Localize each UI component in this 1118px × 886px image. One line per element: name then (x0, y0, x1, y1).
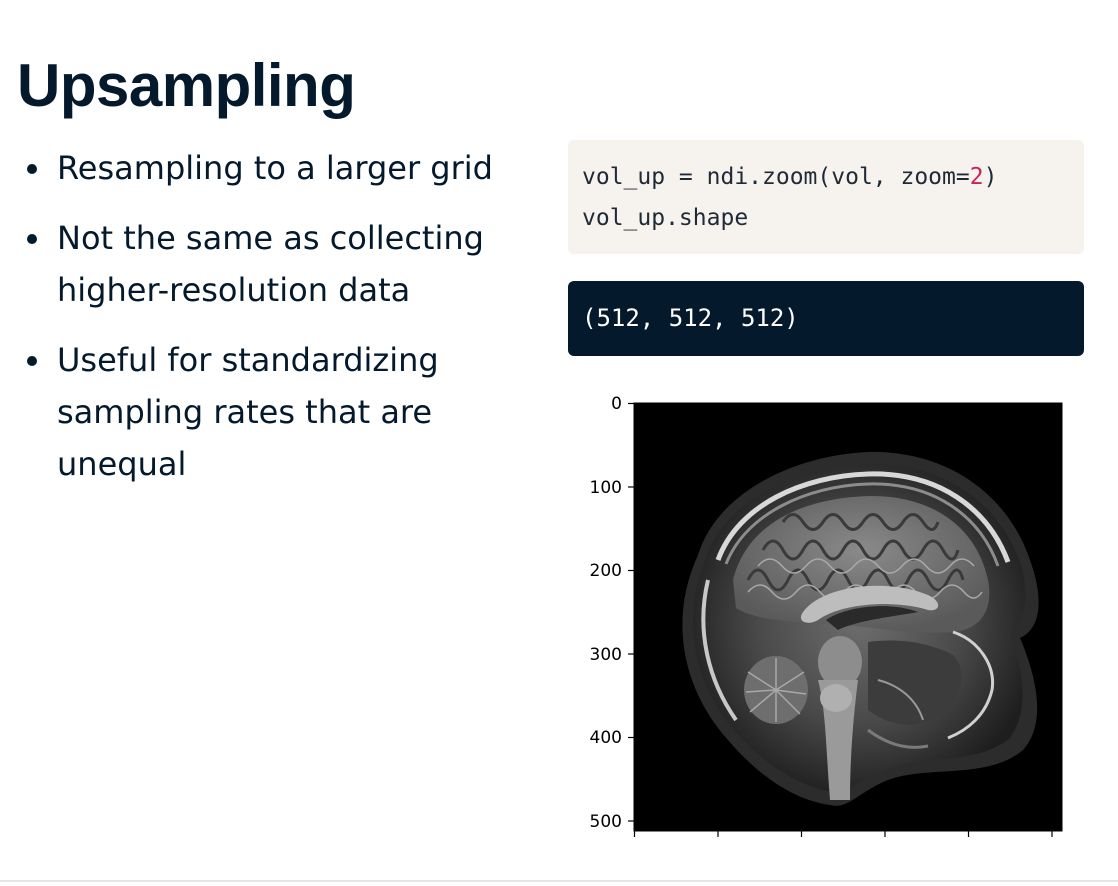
mri-figure: 0 100 200 300 400 500 (590, 394, 1063, 837)
bullet-item: Useful for standardizing sampling rates … (24, 334, 544, 490)
code-line-2: vol_up.shape (582, 205, 749, 231)
code-text: ) (983, 164, 998, 190)
mri-sagittal-brain-slice (682, 451, 1039, 806)
output-text: (512, 512, 512) (582, 304, 799, 332)
bullet-item: Not the same as collecting higher-resolu… (24, 212, 544, 316)
y-tick-label: 100 (590, 478, 622, 498)
y-tick-label: 400 (590, 728, 622, 748)
output-block: (512, 512, 512) (568, 281, 1084, 356)
code-number: 2 (969, 164, 984, 190)
x-axis (633, 831, 1053, 837)
bullet-list: Resampling to a larger grid Not the same… (24, 142, 544, 508)
bullet-item: Resampling to a larger grid (24, 142, 544, 194)
y-tick-label: 300 (590, 645, 622, 665)
plot-frame (633, 402, 1063, 832)
y-axis: 0 100 200 300 400 500 (590, 394, 634, 832)
code-block: vol_up = ndi.zoom(vol, zoom=2) vol_up.sha… (568, 140, 1084, 254)
slide-title: Upsampling (17, 52, 356, 119)
slide-bottom-divider (0, 880, 1118, 882)
y-tick-label: 0 (611, 394, 622, 414)
y-tick-label: 200 (590, 561, 622, 581)
y-tick-label: 500 (590, 812, 622, 832)
code-text: vol_up = ndi.zoom(vol, zoom= (582, 164, 970, 190)
code-line-1: vol_up = ndi.zoom(vol, zoom=2) (582, 156, 1070, 199)
